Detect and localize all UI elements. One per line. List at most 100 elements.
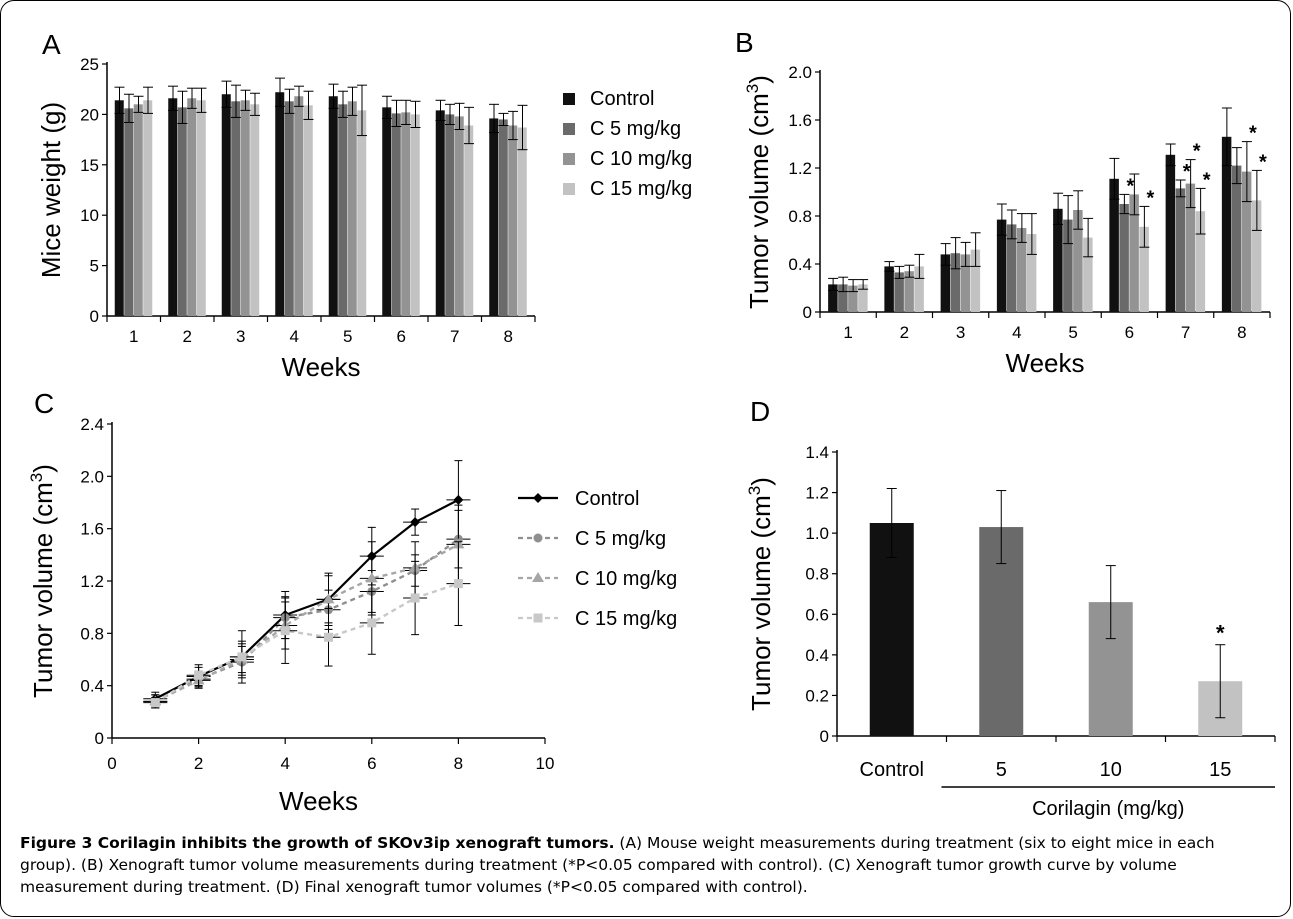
marker-square (410, 593, 420, 603)
chart-a: 0 5 10 15 20 25 1 2 3 4 5 6 7 8 Weeks Mice weight (g) Co… (36, 55, 692, 382)
marker-square (367, 618, 377, 628)
bar (1006, 224, 1017, 312)
x-axis-title: Weeks (279, 786, 358, 816)
y-tick-label: 2.4 (80, 415, 104, 434)
y-axis-title-text: Tumor volume (cm (28, 482, 58, 698)
bar (1063, 219, 1073, 312)
y-tick-label: 0.4 (788, 255, 812, 274)
y-axis-title-end: ) (746, 477, 776, 486)
legend-label: C 5 mg/kg (575, 528, 666, 550)
y-tick-label: 1.0 (805, 524, 829, 543)
bar (143, 100, 153, 317)
marker-square (280, 626, 290, 636)
bar (1221, 136, 1232, 312)
bar (1016, 228, 1027, 312)
x-tick-label: 5 (343, 327, 352, 346)
x-tick-label: 7 (1181, 323, 1190, 342)
bar (240, 100, 250, 317)
marker-square (533, 613, 543, 623)
x-axis-title: Weeks (1006, 348, 1085, 378)
x-tick-label: 8 (504, 327, 513, 346)
legend-label: Control (575, 488, 639, 510)
y-tick-label: 0.4 (805, 646, 829, 665)
bar (940, 254, 951, 312)
x-tick-label: 7 (450, 327, 459, 346)
x-tick-label: 5 (996, 759, 1007, 781)
y-tick-label: 0 (95, 729, 104, 748)
y-tick-label: 10 (80, 206, 99, 225)
bar (410, 114, 420, 317)
y-tick-label: 1.2 (788, 159, 812, 178)
panel-c-letter: C (34, 388, 54, 419)
y-tick-label: 0.8 (80, 624, 104, 643)
bar (445, 114, 455, 317)
bar (1129, 194, 1139, 312)
legend-swatch (563, 93, 575, 105)
bar (221, 94, 231, 317)
bar (124, 108, 134, 317)
bar (1175, 188, 1186, 312)
x-tick-label: 3 (956, 323, 965, 342)
y-tick-label: 0.8 (788, 207, 812, 226)
bar (828, 284, 838, 312)
x-tick-label: 4 (280, 754, 289, 773)
significance-star: * (1193, 141, 1201, 163)
y-tick-label: 1.2 (80, 572, 104, 591)
panel-a-letter: A (42, 29, 61, 60)
marker-triangle (365, 572, 378, 583)
y-tick-label: 1.6 (788, 111, 812, 130)
x-tick-label: 8 (454, 754, 463, 773)
bar (489, 118, 499, 316)
bar (858, 284, 868, 312)
bar (1251, 200, 1262, 312)
y-tick-label: 25 (80, 55, 99, 74)
x-tick-label: 1 (843, 323, 852, 342)
bar (848, 285, 858, 312)
y-tick-label: 0 (90, 307, 99, 326)
group-label: Corilagin (mg/kg) (1032, 798, 1184, 820)
significance-star: * (1183, 161, 1191, 183)
legend-swatch (563, 123, 575, 135)
bar (1231, 165, 1242, 312)
x-tick-label: 2 (183, 327, 192, 346)
bar (294, 96, 304, 316)
bar (347, 101, 357, 317)
bar (498, 119, 508, 316)
x-tick-label: 8 (1237, 323, 1246, 342)
caption-body: (A) Mouse weight measurements during tre… (20, 834, 1215, 896)
significance-star: * (1146, 187, 1154, 209)
bar (133, 104, 143, 316)
significance-star: * (1203, 169, 1211, 191)
legend-swatch (563, 183, 575, 195)
significance-star: * (1249, 123, 1257, 145)
marker-diamond (453, 494, 464, 505)
bar (435, 110, 445, 316)
bar (231, 101, 241, 317)
bar (275, 92, 285, 316)
bar (1165, 154, 1176, 312)
bar (508, 125, 518, 316)
x-tick-label: 5 (1068, 323, 1077, 342)
legend-swatch (563, 153, 575, 165)
bar (914, 266, 924, 312)
bar (401, 112, 411, 316)
y-tick-label: 1.4 (805, 443, 829, 462)
bar (1185, 183, 1196, 312)
x-tick-label: 0 (107, 754, 116, 773)
y-axis-title: Mice weight (g) (36, 102, 66, 278)
y-tick-label: 1.2 (805, 484, 829, 503)
bar (328, 96, 338, 316)
legend-label: Control (590, 88, 654, 110)
marker-circle (533, 533, 543, 543)
significance-star: * (1126, 175, 1134, 197)
marker-square (453, 579, 463, 589)
bar (1109, 178, 1119, 312)
y-axis-title-text: Mice weight (g) (36, 102, 66, 278)
marker-square (194, 670, 204, 680)
panel-b-letter: B (735, 27, 754, 58)
bar (382, 107, 392, 317)
panel-c: C (34, 388, 54, 419)
caption-title: Figure 3 Corilagin inhibits the growth o… (20, 834, 615, 852)
